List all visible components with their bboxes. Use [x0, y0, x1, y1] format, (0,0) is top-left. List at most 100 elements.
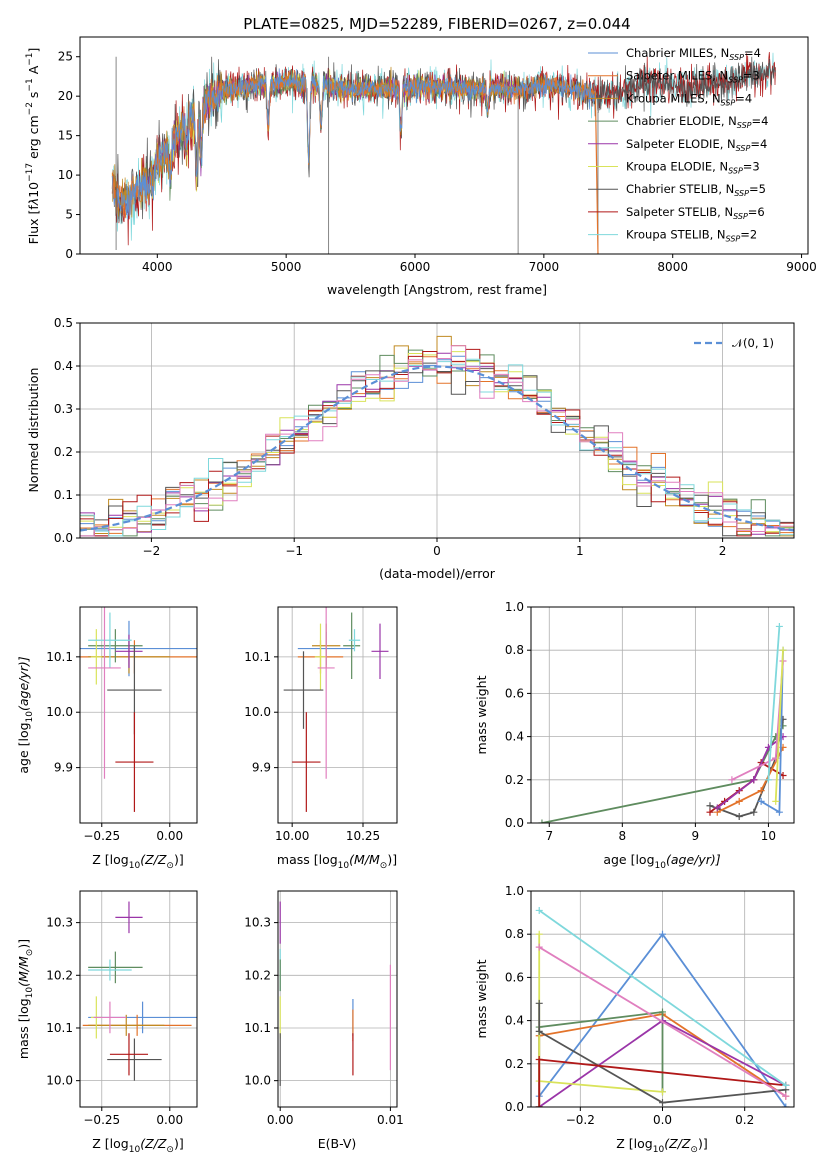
y-tick-label: 10.0	[244, 705, 271, 719]
y-tick-label: 0.6	[505, 970, 524, 984]
y-tick-label: 0.2	[505, 1057, 524, 1071]
plot-area	[80, 607, 197, 823]
x-tick-label: 9000	[786, 260, 817, 274]
histogram-series	[80, 345, 794, 537]
legend-label: Chabrier MILES, NSSP=4	[626, 46, 761, 62]
x-tick-label: 8	[618, 829, 626, 843]
histogram-series	[80, 349, 794, 537]
series-marker	[772, 797, 780, 805]
x-tick-label: 2	[719, 544, 727, 558]
legend-label: Salpeter MILES, NSSP=3	[626, 69, 760, 85]
series-line	[538, 909, 787, 1087]
x-tick-label: 0.00	[156, 1113, 183, 1127]
mass-weight-vs-age-panel: 7 8 9 10 0.0 0.2 0.4 0.6 0.8 1.0 age [log10(age/yr…	[474, 600, 795, 871]
series-marker	[659, 930, 666, 938]
y-tick-label: 1.0	[505, 884, 524, 898]
y-tick-label: 0.1	[54, 488, 73, 502]
data-point	[283, 651, 324, 729]
x-tick-label: 0.00	[267, 1113, 294, 1127]
y-tick-label: 10.1	[244, 650, 271, 664]
legend-label: Kroupa STELIB, NSSP=2	[626, 228, 757, 244]
y-tick-label: 5	[65, 208, 73, 222]
y-tick-label: 0.8	[505, 927, 524, 941]
x-tick-label: 0.2	[735, 1113, 754, 1127]
y-axis-label: Normed distribution	[26, 368, 41, 493]
x-tick-label: −2	[143, 544, 161, 558]
y-tick-label: 10.3	[46, 916, 73, 930]
series-line	[716, 746, 784, 814]
y-tick-label: 9.9	[252, 761, 271, 775]
series-marker	[782, 1081, 790, 1089]
data-point	[88, 629, 143, 663]
x-tick-label: 7	[545, 829, 553, 843]
axes-frame	[79, 36, 809, 255]
y-tick-label: 0.0	[505, 816, 524, 830]
series-line	[538, 1003, 786, 1104]
x-tick-label: −1	[285, 544, 303, 558]
legend-label: Kroupa MILES, NSSP=4	[626, 91, 752, 107]
x-axis-label: E(B-V)	[318, 1136, 357, 1151]
x-tick-label: 9	[692, 829, 700, 843]
spectrum-line-chabrier-miles	[111, 68, 596, 220]
mass-weight-series	[772, 646, 787, 805]
y-tick-label: 0.4	[505, 730, 524, 744]
y-tick-label: 10.1	[46, 650, 73, 664]
y-tick-label: 15	[58, 129, 73, 143]
legend-label: 𝒩(0, 1)	[732, 336, 774, 350]
x-tick-label: −0.25	[83, 829, 120, 843]
data-point	[90, 629, 102, 685]
axes-frame	[277, 606, 398, 824]
y-axis-label: age [log10(age/yr)]	[16, 656, 35, 773]
spectrum-panel: 4000 5000 6000 7000 8000 9000 0 5 10 15 20 25 Chabri…	[25, 36, 817, 297]
y-axis-label: mass weight	[474, 675, 489, 754]
y-tick-label: 0.0	[505, 1100, 524, 1114]
mass-weight-series	[764, 622, 783, 784]
y-tick-label: 20	[58, 89, 73, 103]
series-marker	[728, 776, 736, 784]
series-marker	[659, 1099, 666, 1107]
y-axis-label: Flux [fλ10−17 erg cm−2 s−1 A−1]	[25, 48, 41, 245]
mass-weight-series	[538, 722, 787, 823]
x-axis-label: Z [log10(Z/Z⊙)]	[92, 1136, 183, 1155]
y-tick-label: 25	[58, 50, 73, 64]
series-marker	[535, 906, 543, 914]
series-marker	[735, 797, 743, 805]
y-tick-label: 0.0	[54, 531, 73, 545]
axes-frame	[79, 890, 198, 1108]
y-tick-label: 10.0	[46, 705, 73, 719]
x-axis-label: mass [log10(M/M⊙)]	[277, 852, 397, 871]
axes-frame	[530, 606, 795, 824]
series-marker	[775, 808, 783, 816]
y-tick-label: 10.3	[244, 916, 271, 930]
series-marker	[782, 1092, 790, 1100]
age-vs-mass-panel: 10.00 10.25 9.9 10.0 10.1 mass [log10(M/M⊙)]	[244, 606, 398, 871]
y-tick-label: 0.2	[505, 773, 524, 787]
y-tick-label: 0.4	[505, 1014, 524, 1028]
series-marker	[535, 930, 543, 938]
series-line	[538, 946, 787, 1097]
y-tick-label: 10	[58, 168, 73, 182]
x-tick-label: −0.2	[566, 1113, 595, 1127]
x-axis-label: Z [log10(Z/Z⊙)]	[92, 852, 183, 871]
y-axis-label: mass [log10(M/M⊙)]	[16, 939, 35, 1059]
spectrum-edge	[594, 92, 599, 254]
series-marker	[735, 813, 743, 821]
mass-weight-series	[713, 743, 787, 816]
series-marker	[535, 1055, 543, 1063]
residual-histogram-panel: −2 −1 0 1 2 0.0 0.1 0.2 0.3 0.4 0.5 𝒩(0, 1) (data-mo…	[26, 316, 795, 581]
y-tick-label: 9.9	[54, 761, 73, 775]
data-point	[314, 623, 327, 691]
mass-weight-series	[713, 733, 787, 812]
series-marker	[750, 776, 758, 784]
axes-frame	[79, 606, 198, 824]
series-marker	[713, 804, 721, 812]
series-line	[541, 725, 784, 823]
mass-weight-series	[535, 999, 790, 1107]
series-marker	[782, 1103, 790, 1107]
y-tick-label: 0.5	[54, 316, 73, 330]
mass-vs-metallicity-panel: −0.25 0.00 10.0 10.1 10.2 10.3 Z [log10(Z/Z⊙)]…	[16, 890, 198, 1155]
legend-label: Chabrier ELODIE, NSSP=4	[626, 114, 768, 130]
series-line	[774, 650, 784, 802]
series-marker	[757, 797, 765, 805]
y-tick-label: 10.1	[244, 1021, 271, 1035]
